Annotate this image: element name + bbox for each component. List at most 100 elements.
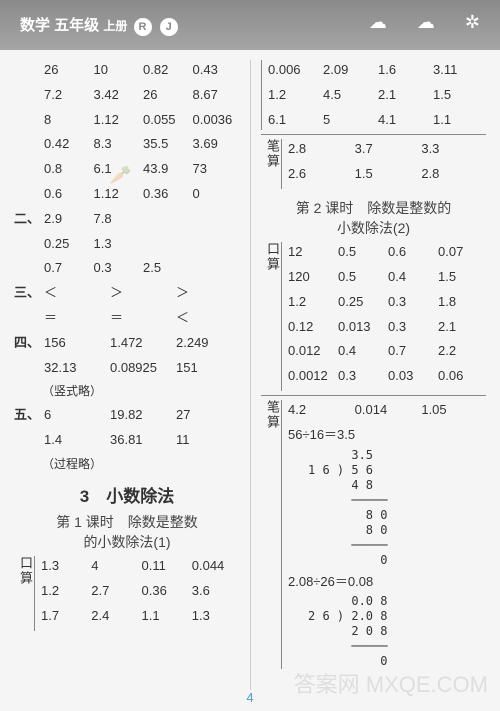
table-cell: 0.7	[386, 341, 436, 362]
table-cell: 43.9	[141, 159, 191, 180]
right-column: 0.0062.091.63.11 1.24.52.11.5 6.154.11.1…	[250, 60, 486, 690]
table-cell: 0.6	[386, 242, 436, 263]
page-number: 4	[0, 690, 500, 705]
table-cell: 1.2	[39, 581, 89, 602]
table-cell: 12	[286, 242, 336, 263]
note-text: （竖式略）	[42, 382, 240, 399]
table-cell: 3.69	[191, 134, 241, 155]
table-cell: 1.2	[286, 292, 336, 313]
table-cell: 4.5	[321, 85, 376, 106]
table-cell: 5	[321, 110, 376, 131]
table-cell: 6.1	[92, 159, 142, 180]
table-cell: 0.43	[191, 60, 241, 81]
table-cell: 0.006	[266, 60, 321, 81]
table-cell: 120	[286, 267, 336, 288]
table-cell: 0.12	[286, 317, 336, 338]
table-cell: 1.1	[431, 110, 486, 131]
table-cell: 0.5	[336, 242, 386, 263]
table-cell: 11	[174, 430, 240, 451]
table-cell: 3.7	[353, 139, 420, 160]
table-cell: 19.82	[108, 405, 174, 426]
table-cell: 0.4	[386, 267, 436, 288]
table-cell: 2.6	[286, 164, 353, 185]
title-suffix: 上册	[103, 19, 127, 33]
table-cell: 1.5	[436, 267, 486, 288]
table-cell: 2.2	[436, 341, 486, 362]
table-cell: 1.05	[419, 400, 486, 421]
left-column: 🥕 26100.820.43 7.23.42268.67 81.120.0550…	[14, 60, 250, 690]
table-cell: 0.012	[286, 341, 336, 362]
top-grid: 26100.820.43 7.23.42268.67 81.120.0550.0…	[14, 60, 240, 205]
vertical-label-bisuan: 笔算	[261, 139, 279, 189]
cloud-icon: ☁	[369, 12, 387, 33]
table-cell: 0.7	[42, 258, 92, 279]
table-cell: 2.1	[436, 317, 486, 338]
table-cell: 1.3	[39, 556, 89, 577]
table-cell: 0.3	[386, 317, 436, 338]
table-cell: 26	[42, 60, 92, 81]
table-cell: 151	[174, 358, 240, 379]
table-cell: ＞	[108, 283, 174, 304]
badge-j: J	[160, 18, 178, 36]
vertical-label-bisuan: 笔算	[261, 400, 279, 669]
table-cell: 1.4	[42, 430, 108, 451]
table-cell: 1.5	[431, 85, 486, 106]
table-cell: 0.11	[140, 556, 190, 577]
table-cell: ＝	[42, 308, 108, 329]
table-cell: 2.9	[42, 209, 92, 230]
table-cell: 27	[174, 405, 240, 426]
table-cell: 0.3	[386, 292, 436, 313]
table-cell: 1.1	[140, 606, 190, 627]
table-cell: 10	[92, 60, 142, 81]
table-cell: 2.5	[141, 258, 191, 279]
equation: 56÷16＝3.5	[288, 425, 486, 446]
table-cell: 4	[89, 556, 139, 577]
table-cell: 2.09	[321, 60, 376, 81]
vertical-label-kousuan: 口算	[14, 556, 32, 630]
table-cell: 1.12	[92, 110, 142, 131]
long-division: 3.5 1 6 ) 5 6 4 8 ───── 8 0 8 0 ───── 0	[308, 448, 486, 568]
table-cell: 1.3	[190, 606, 240, 627]
table-cell: 2.7	[89, 581, 139, 602]
table-cell: ＞	[174, 283, 240, 304]
table-cell: 2.1	[376, 85, 431, 106]
table-cell: 3.6	[190, 581, 240, 602]
table-cell: 0.013	[336, 317, 386, 338]
equation: 2.08÷26＝0.08	[288, 572, 486, 593]
table-cell: 1.12	[92, 184, 142, 205]
badge-r: R	[134, 18, 152, 36]
table-cell: ＜	[174, 308, 240, 329]
table-cell: 4.1	[376, 110, 431, 131]
section-label-4: 四、	[14, 333, 42, 354]
header-title: 数学 五年级 上册 R J	[20, 14, 180, 36]
table-cell: 1.5	[353, 164, 420, 185]
table-cell: 7.2	[42, 85, 92, 106]
table-cell: 7.8	[92, 209, 142, 230]
table-cell: 0.014	[353, 400, 420, 421]
lesson-title-line: 第 1 课时 除数是整数	[14, 513, 240, 533]
table-cell: 0.5	[336, 267, 386, 288]
section-title: 3 小数除法	[14, 482, 240, 507]
table-cell: 8.67	[191, 85, 241, 106]
table-cell: 1.8	[436, 292, 486, 313]
star-icon: ✲	[465, 12, 480, 33]
table-cell: 1.3	[92, 234, 142, 255]
cloud-icon: ☁	[417, 12, 435, 33]
table-cell: 2.4	[89, 606, 139, 627]
table-cell: 0.08925	[108, 358, 174, 379]
table-cell: 0.42	[42, 134, 92, 155]
table-cell: 6.1	[266, 110, 321, 131]
table-cell: 0.4	[336, 341, 386, 362]
section-label-5: 五、	[14, 405, 42, 426]
table-cell: ＜	[42, 283, 108, 304]
table-cell: 35.5	[141, 134, 191, 155]
table-cell: 1.7	[39, 606, 89, 627]
table-cell: 32.13	[42, 358, 108, 379]
table-cell: 8	[42, 110, 92, 131]
lesson-title-line: 的小数除法(1)	[14, 533, 240, 553]
table-cell: 156	[42, 333, 108, 354]
table-cell: 1.2	[266, 85, 321, 106]
table-cell: 0.07	[436, 242, 486, 263]
table-cell: 3.11	[431, 60, 486, 81]
table-cell: 2.249	[174, 333, 240, 354]
